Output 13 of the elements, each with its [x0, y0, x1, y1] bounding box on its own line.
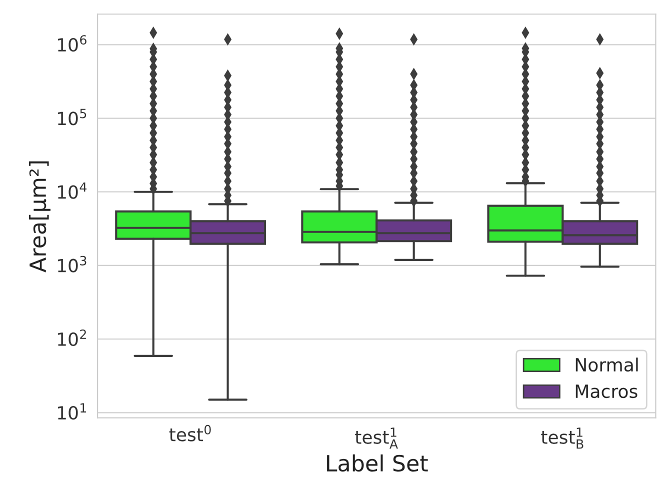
legend-label: Normal: [576, 358, 638, 372]
legend-label: Macros: [576, 384, 638, 398]
y-tick-label: 10$^{3}$: [58, 256, 86, 272]
y-tick-label: 10$^{6}$: [58, 35, 86, 52]
x-tick-label: test$^{1}$$_{B}$: [541, 428, 584, 449]
y-tick-label: 10$^{1}$: [58, 403, 86, 420]
x-axis-title: Label Set: [327, 454, 428, 472]
y-tick-label: 10$^{2}$: [58, 329, 86, 346]
x-tick-label: test$^{1}$$_{A}$: [355, 428, 398, 449]
y-tick-label: 10$^{5}$: [58, 108, 86, 126]
y-tick-label: 10$^{4}$: [58, 182, 87, 199]
y-axis-title: Area[µm²]: [28, 161, 50, 272]
x-tick-label: test$^{0}$: [169, 424, 211, 442]
